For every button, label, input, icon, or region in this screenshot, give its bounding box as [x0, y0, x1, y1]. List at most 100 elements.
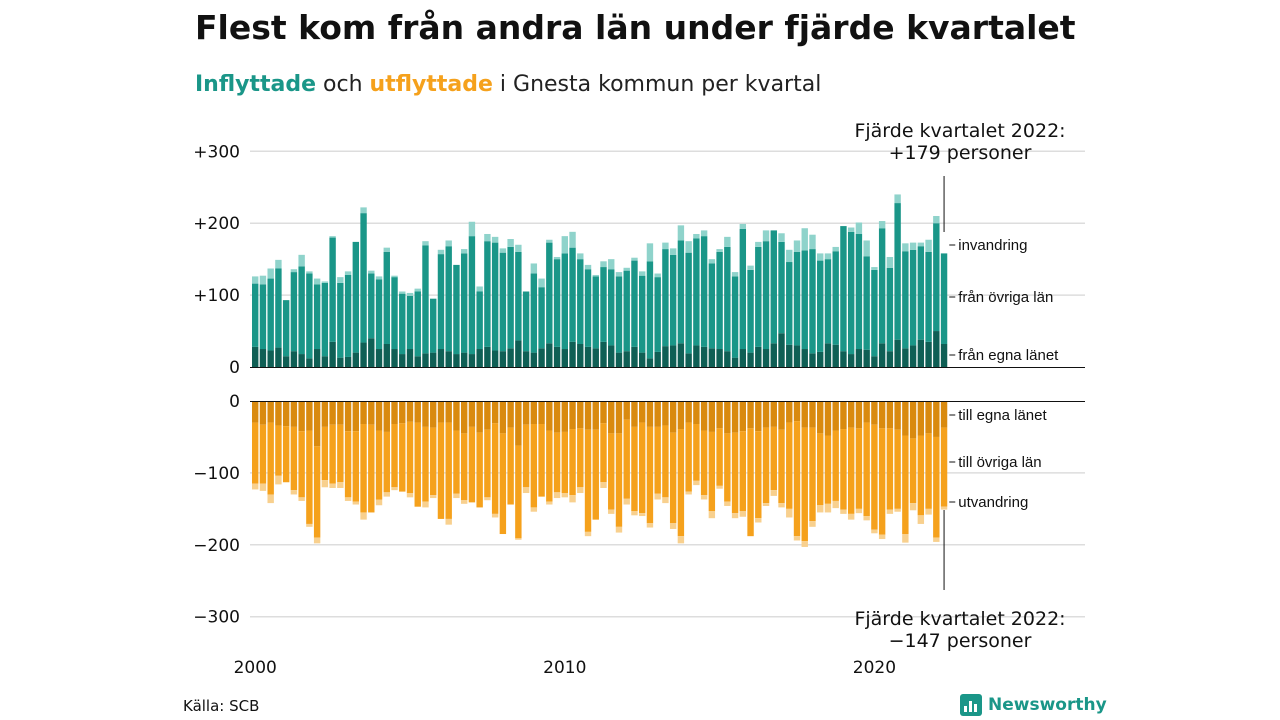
utflyttade-bar-segment: [313, 401, 321, 447]
inflyttade-bar-segment: [453, 264, 460, 355]
utflyttade-bar-segment: [700, 495, 708, 500]
inflyttade-bar-segment: [809, 353, 816, 367]
utflyttade-bar-segment: [917, 435, 925, 516]
inflyttade-bar-segment: [259, 275, 267, 285]
inflyttade-bar-segment: [778, 333, 785, 367]
utflyttade-bar-segment: [731, 513, 739, 519]
utflyttade-bar-segment: [894, 508, 901, 512]
utflyttade-bar-segment: [360, 401, 367, 425]
utflyttade-bar-segment: [793, 401, 801, 422]
inflyttade-bar-segment: [662, 249, 669, 347]
utflyttade-bar-segment: [406, 493, 414, 498]
utflyttade-bar-segment: [894, 429, 901, 509]
utflyttade-bar-segment: [778, 429, 785, 504]
utflyttade-bar-segment: [499, 433, 507, 535]
inflyttade-bar-segment: [476, 291, 483, 350]
utflyttade-bar-segment: [468, 401, 476, 427]
brand-logo: Newsworthy: [960, 694, 1107, 716]
utflyttade-bar-segment: [437, 422, 445, 519]
utflyttade-bar-segment: [817, 505, 824, 513]
inflyttade-bar-segment: [917, 339, 925, 367]
inflyttade-bar-segment: [321, 356, 329, 367]
utflyttade-bar-segment: [615, 401, 623, 434]
y-tick-label: +200: [193, 214, 240, 234]
inflyttade-bar-segment: [793, 345, 801, 367]
utflyttade-bar-segment: [259, 401, 267, 425]
utflyttade-bar-segment: [414, 401, 421, 423]
utflyttade-bar-segment: [453, 430, 460, 494]
inflyttade-bar-segment: [499, 252, 507, 352]
utflyttade-bar-segment: [422, 401, 429, 427]
inflyttade-bar-segment: [677, 343, 685, 367]
utflyttade-bar-segment: [940, 401, 948, 428]
inflyttade-bar-segment: [654, 351, 661, 367]
utflyttade-bar-segment: [252, 483, 259, 490]
inflyttade-bar-segment: [770, 343, 777, 367]
utflyttade-bar-segment: [445, 401, 452, 423]
utflyttade-bar-segment: [778, 503, 785, 508]
inflyttade-bar-segment: [693, 238, 700, 346]
utflyttade-bar-segment: [786, 422, 793, 509]
inflyttade-bar-segment: [685, 241, 692, 253]
inflyttade-bar-segment: [383, 247, 390, 252]
inflyttade-bar-segment: [538, 348, 545, 367]
utflyttade-bar-segment: [445, 422, 452, 519]
utflyttade-bar-segment: [553, 492, 561, 499]
inflyttade-bar-segment: [290, 269, 298, 273]
inflyttade-bar-segment: [406, 295, 414, 350]
utflyttade-bar-segment: [298, 401, 305, 432]
utflyttade-bar-segment: [801, 427, 808, 542]
inflyttade-bar-segment: [468, 221, 476, 237]
inflyttade-bar-segment: [460, 352, 468, 367]
inflyttade-bar-segment: [391, 275, 398, 278]
utflyttade-bar-segment: [677, 401, 685, 430]
utflyttade-bar-segment: [584, 531, 592, 537]
inflyttade-bar-segment: [778, 241, 785, 334]
y-tick-label: −300: [193, 608, 240, 628]
series-label: invandring: [958, 237, 1027, 254]
utflyttade-bar-segment: [669, 523, 677, 529]
inflyttade-bar-segment: [282, 300, 290, 357]
utflyttade-bar-segment: [275, 401, 282, 426]
utflyttade-bar-segment: [902, 401, 909, 436]
inflyttade-bar-segment: [252, 276, 259, 284]
inflyttade-bar-segment: [809, 234, 816, 250]
utflyttade-bar-segment: [817, 433, 824, 506]
subtitle-inflyttade: Inflyttade: [195, 72, 317, 97]
utflyttade-bar-segment: [917, 515, 925, 524]
utflyttade-bar-segment: [793, 421, 801, 537]
utflyttade-bar-segment: [925, 508, 932, 515]
inflyttade-bar-segment: [430, 298, 437, 353]
inflyttade-bar-segment: [298, 254, 305, 267]
utflyttade-bar-segment: [561, 493, 568, 498]
inflyttade-bar-segment: [933, 216, 940, 224]
inflyttade-bar-segment: [615, 272, 623, 277]
inflyttade-bar-segment: [337, 277, 344, 283]
utflyttade-bar-segment: [321, 426, 329, 481]
inflyttade-bar-segment: [484, 241, 491, 347]
inflyttade-bar-segment: [561, 253, 568, 350]
utflyttade-bar-segment: [600, 423, 607, 483]
inflyttade-bar-segment: [577, 259, 584, 344]
utflyttade-bar-segment: [290, 426, 298, 491]
utflyttade-bar-segment: [476, 401, 483, 433]
inflyttade-bar-segment: [786, 262, 793, 345]
utflyttade-bar-segment: [762, 503, 770, 506]
inflyttade-bar-segment: [391, 277, 398, 350]
utflyttade-bar-segment: [491, 401, 499, 424]
utflyttade-bar-segment: [275, 425, 282, 476]
utflyttade-bar-segment: [600, 401, 607, 424]
inflyttade-bar-segment: [577, 343, 584, 367]
inflyttade-bar-segment: [352, 241, 360, 353]
inflyttade-bar-segment: [321, 281, 329, 283]
inflyttade-bar-segment: [878, 228, 886, 344]
utflyttade-bar-segment: [940, 506, 948, 510]
inflyttade-bar-segment: [786, 249, 793, 263]
utflyttade-bar-segment: [615, 526, 623, 533]
inflyttade-bar-segment: [592, 276, 599, 349]
inflyttade-bar-segment: [445, 246, 452, 352]
utflyttade-bar-segment: [267, 494, 274, 504]
labels: från egna länet från övriga län invandring…: [854, 120, 1065, 652]
utflyttade-bar-segment: [306, 523, 313, 527]
utflyttade-bar-segment: [739, 511, 747, 517]
